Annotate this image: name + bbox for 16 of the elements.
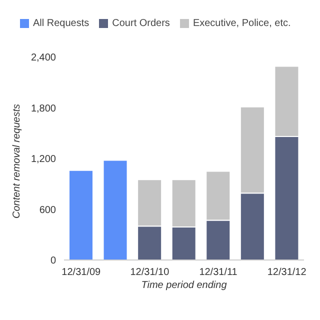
x-tick-label: 12/31/10	[130, 267, 170, 278]
x-tick-label: 12/31/11	[199, 267, 238, 278]
y-axis-title: Content removal requests	[12, 104, 23, 218]
y-tick-label: 600	[39, 204, 56, 216]
legend-label: Court Orders	[112, 18, 170, 29]
bar	[68, 170, 94, 260]
y-tick-label: 0	[50, 256, 56, 267]
y-tick-label: 2,400	[30, 52, 56, 64]
legend-label: All Requests	[33, 18, 90, 29]
x-axis-title: Time period ending	[141, 280, 228, 291]
legend-label: Executive, Police, etc.	[192, 18, 291, 29]
y-tick-label: 1,200	[30, 154, 56, 166]
x-tick-label: 12/31/09	[62, 267, 102, 278]
bar	[102, 160, 128, 260]
x-tick-label: 12/31/12	[267, 267, 307, 278]
y-tick-label: 1,800	[30, 103, 56, 114]
